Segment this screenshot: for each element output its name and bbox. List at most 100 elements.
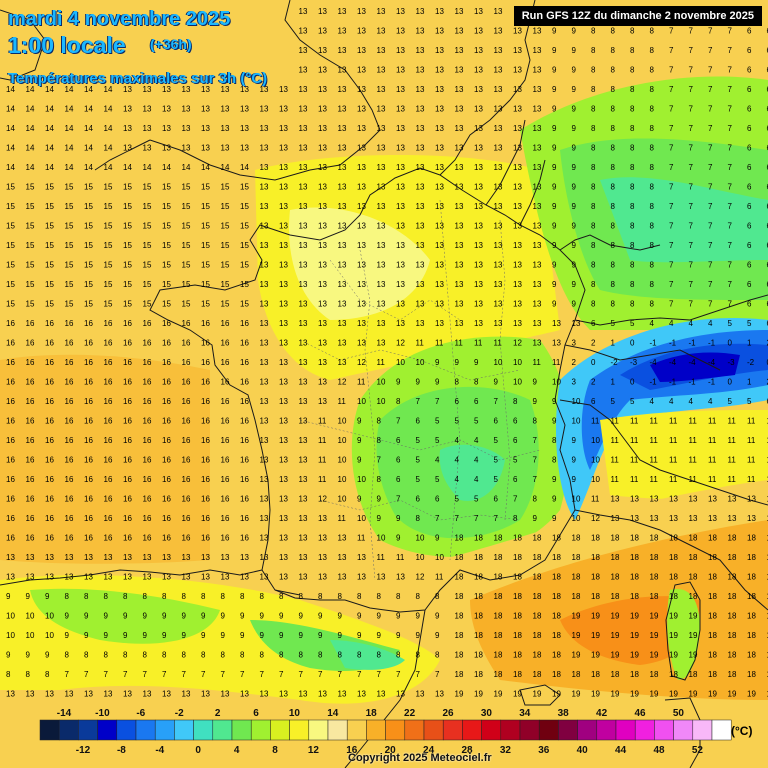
grid-value: 13 [260,690,269,699]
grid-value: 11 [377,553,386,562]
legend-lower-label: 20 [385,745,397,756]
grid-value: -2 [611,358,619,367]
grid-value: 7 [689,27,694,36]
grid-value: 11 [650,475,659,484]
grid-value: 13 [513,222,522,231]
grid-value: 13 [45,690,54,699]
grid-value: 0 [728,339,733,348]
grid-value: 9 [201,612,206,621]
grid-value: 13 [513,241,522,250]
legend-upper-label: 26 [442,708,454,719]
grid-value-labels: 13 13 13 13 13 13 13 13 13 13 13 13 13 13 13 13 13 13 13 13… [6,7,768,699]
grid-value: 6 [767,27,768,36]
grid-value: 15 [123,241,132,250]
grid-value: 15 [26,202,35,211]
grid-value: 10 [338,456,347,465]
grid-value: 8 [357,592,362,601]
grid-value: 7 [728,105,733,114]
legend-swatch [78,719,98,741]
grid-value: 10 [494,358,503,367]
grid-value: 8 [552,436,557,445]
grid-value: 12 [513,339,522,348]
grid-value: 18 [689,573,698,582]
grid-value: 0 [591,358,596,367]
grid-value: 10 [338,417,347,426]
grid-value: 7 [689,105,694,114]
grid-value: 16 [45,475,54,484]
grid-value: 13 [533,222,542,231]
grid-value: 15 [104,241,113,250]
legend-swatch [462,719,482,741]
grid-value: 8 [630,85,635,94]
grid-value: 13 [435,27,444,36]
grid-value: 8 [162,651,167,660]
grid-value: 8 [630,66,635,75]
grid-value: 18 [728,670,737,679]
grid-value: 9 [572,183,577,192]
grid-value: 16 [123,417,132,426]
grid-value: 7 [474,514,479,523]
grid-value: 5 [728,319,733,328]
grid-value: 13 [357,144,366,153]
legend-upper-label: 30 [481,708,493,719]
grid-value: 18 [455,670,464,679]
grid-value: 13 [279,163,288,172]
grid-value: 18 [591,553,600,562]
legend-swatch [154,719,175,741]
grid-value: 13 [279,690,288,699]
grid-value: 14 [65,124,74,133]
grid-value: 15 [162,280,171,289]
grid-value: 8 [318,592,323,601]
grid-value: 13 [279,358,288,367]
grid-value: 9 [240,631,245,640]
grid-value: 13 [318,46,327,55]
legend-upper-label: 46 [634,708,646,719]
grid-value: 19 [669,612,678,621]
grid-value: 15 [104,202,113,211]
grid-value: 7 [708,163,713,172]
grid-value: 13 [416,163,425,172]
grid-value: 13 [338,46,347,55]
grid-value: 13 [435,690,444,699]
legend-swatch [366,719,386,741]
grid-value: 16 [240,495,249,504]
grid-value: 13 [143,553,152,562]
grid-value: 18 [474,612,483,621]
grid-value: 11 [611,417,620,426]
grid-value: 13 [494,319,503,328]
grid-value: 15 [182,241,191,250]
grid-value: 5 [630,397,635,406]
grid-value: 18 [474,651,483,660]
grid-value: 9 [572,222,577,231]
grid-value: 7 [240,670,245,679]
grid-value: 13 [221,144,230,153]
grid-value: 5 [630,319,635,328]
grid-value: 9 [416,631,421,640]
grid-value: 8 [630,163,635,172]
grid-value: 18 [455,651,464,660]
grid-value: 13 [416,144,425,153]
grid-value: 13 [338,27,347,36]
grid-value: 11 [630,436,639,445]
grid-value: 13 [377,66,386,75]
grid-value: 13 [318,163,327,172]
grid-value: 13 [299,7,308,16]
grid-value: 4 [435,456,440,465]
grid-value: 12 [318,495,327,504]
grid-value: 18 [513,670,522,679]
grid-value: 13 [513,66,522,75]
grid-value: 13 [279,378,288,387]
legend-upper-label: 18 [366,708,378,719]
grid-value: 15 [26,241,35,250]
grid-value: 13 [611,514,620,523]
grid-value: 1 [611,378,616,387]
grid-value: 10 [377,378,386,387]
grid-value: 7 [669,241,674,250]
grid-value: 19 [572,631,581,640]
grid-value: 7 [728,202,733,211]
grid-value: -1 [689,339,697,348]
grid-value: 13 [279,534,288,543]
grid-value: 6 [747,163,752,172]
grid-value: 18 [533,592,542,601]
grid-value: 13 [435,85,444,94]
